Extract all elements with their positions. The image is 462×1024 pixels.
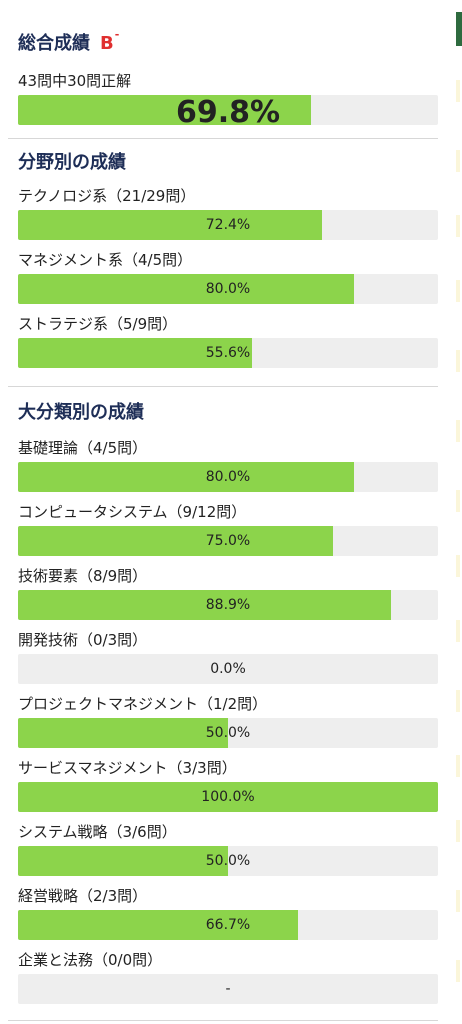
score-label: 技術要素（8/9問）	[18, 567, 148, 585]
score-percent: 0.0%	[210, 661, 246, 677]
sidebar-marker	[456, 820, 460, 842]
score-bar: 80.0%	[18, 462, 438, 492]
overall-percent: 69.8%	[175, 95, 281, 125]
section-divider	[8, 138, 438, 139]
overall-progress-bar: 69.8%	[18, 95, 438, 125]
category-section: 大分類別の成績 基礎理論（4/5問） 80.0% コンピュータシステム（9/12問）…	[0, 400, 462, 1004]
score-row: プロジェクトマネジメント（1/2問） 50.0%	[18, 694, 456, 748]
score-bar-fill	[18, 782, 438, 812]
score-bar-fill	[18, 210, 323, 240]
score-label: コンピュータシステム（9/12問）	[18, 503, 247, 521]
score-row: マネジメント系（4/5問） 80.0%	[18, 250, 456, 304]
sidebar-marker	[456, 755, 460, 777]
grade-suffix: -	[114, 28, 120, 41]
score-bar-fill	[18, 590, 392, 620]
sidebar-marker	[456, 490, 460, 512]
grade-badge: B-	[100, 28, 119, 54]
overall-section: 総合成績 B- 43問中30問正解 69.8%	[0, 26, 462, 125]
section-divider	[8, 1020, 438, 1021]
grade-letter: B	[100, 33, 114, 54]
score-percent: 55.6%	[205, 345, 251, 361]
score-label: 基礎理論（4/5問）	[18, 439, 148, 457]
score-row: 技術要素（8/9問） 88.9%	[18, 566, 456, 620]
score-bar-fill	[18, 274, 354, 304]
score-label: 企業と法務（0/0問）	[18, 951, 163, 969]
score-percent: 50.0%	[205, 725, 251, 741]
category-title: 大分類別の成績	[18, 402, 144, 423]
sidebar-marker	[456, 80, 460, 102]
score-bar-fill	[18, 718, 228, 748]
score-label: テクノロジ系（21/29問）	[18, 187, 196, 205]
section-divider	[8, 386, 438, 387]
score-label: ストラテジ系（5/9問）	[18, 315, 178, 333]
score-percent: 88.9%	[205, 597, 251, 613]
score-row: 開発技術（0/3問） 0.0%	[18, 630, 456, 684]
score-percent: -	[225, 981, 231, 997]
overall-bar-fill	[18, 95, 312, 125]
field-list: テクノロジ系（21/29問） 72.4% マネジメント系（4/5問） 80.0% ストラ…	[18, 186, 456, 368]
sidebar-marker	[456, 890, 460, 912]
score-bar: 75.0%	[18, 526, 438, 556]
score-bar-fill	[18, 526, 333, 556]
score-row: サービスマネジメント（3/3問） 100.0%	[18, 758, 456, 812]
sidebar-marker	[456, 620, 460, 642]
score-row: ストラテジ系（5/9問） 55.6%	[18, 314, 456, 368]
score-row: 基礎理論（4/5問） 80.0%	[18, 438, 456, 492]
score-label: サービスマネジメント（3/3問）	[18, 759, 237, 777]
score-label: 経営戦略（2/3問）	[18, 887, 148, 905]
sidebar-marker	[456, 350, 460, 372]
score-label: 開発技術（0/3問）	[18, 631, 148, 649]
category-list: 基礎理論（4/5問） 80.0% コンピュータシステム（9/12問） 75.0% 技術要…	[18, 438, 456, 1004]
sidebar-edge	[446, 0, 462, 1024]
score-bar-fill	[18, 462, 354, 492]
score-row: コンピュータシステム（9/12問） 75.0%	[18, 502, 456, 556]
score-bar-fill	[18, 846, 228, 876]
overall-title-text: 総合成績	[18, 33, 90, 54]
overall-title: 総合成績 B-	[18, 26, 456, 57]
score-bar-fill	[18, 910, 299, 940]
sidebar-marker	[456, 690, 460, 712]
sidebar-accent	[456, 12, 462, 46]
overall-summary: 43問中30問正解	[18, 72, 132, 90]
field-title: 分野別の成績	[18, 152, 126, 173]
score-percent: 75.0%	[205, 533, 251, 549]
score-label: マネジメント系（4/5問）	[18, 251, 193, 269]
score-row: システム戦略（3/6問） 50.0%	[18, 822, 456, 876]
sidebar-marker	[456, 150, 460, 172]
sidebar-marker	[456, 420, 460, 442]
score-percent: 66.7%	[205, 917, 251, 933]
score-bar: 66.7%	[18, 910, 438, 940]
score-bar: 50.0%	[18, 846, 438, 876]
score-bar: 72.4%	[18, 210, 438, 240]
score-row: テクノロジ系（21/29問） 72.4%	[18, 186, 456, 240]
score-row: 経営戦略（2/3問） 66.7%	[18, 886, 456, 940]
score-percent: 80.0%	[205, 469, 251, 485]
field-section: 分野別の成績 テクノロジ系（21/29問） 72.4% マネジメント系（4/5問） 8…	[0, 150, 462, 368]
score-bar: 88.9%	[18, 590, 438, 620]
score-bar-fill	[18, 338, 252, 368]
score-bar: 50.0%	[18, 718, 438, 748]
score-bar: 55.6%	[18, 338, 438, 368]
sidebar-marker	[456, 280, 460, 302]
score-bar: 0.0%	[18, 654, 438, 684]
score-percent: 72.4%	[205, 217, 251, 233]
score-percent: 100.0%	[201, 789, 255, 805]
score-bar: -	[18, 974, 438, 1004]
score-bar: 80.0%	[18, 274, 438, 304]
score-row: 企業と法務（0/0問） -	[18, 950, 456, 1004]
sidebar-marker	[456, 555, 460, 577]
sidebar-marker	[456, 215, 460, 237]
score-percent: 80.0%	[205, 281, 251, 297]
score-percent: 50.0%	[205, 853, 251, 869]
score-label: プロジェクトマネジメント（1/2問）	[18, 695, 268, 713]
sidebar-marker	[456, 960, 460, 982]
score-bar: 100.0%	[18, 782, 438, 812]
score-label: システム戦略（3/6問）	[18, 823, 177, 841]
